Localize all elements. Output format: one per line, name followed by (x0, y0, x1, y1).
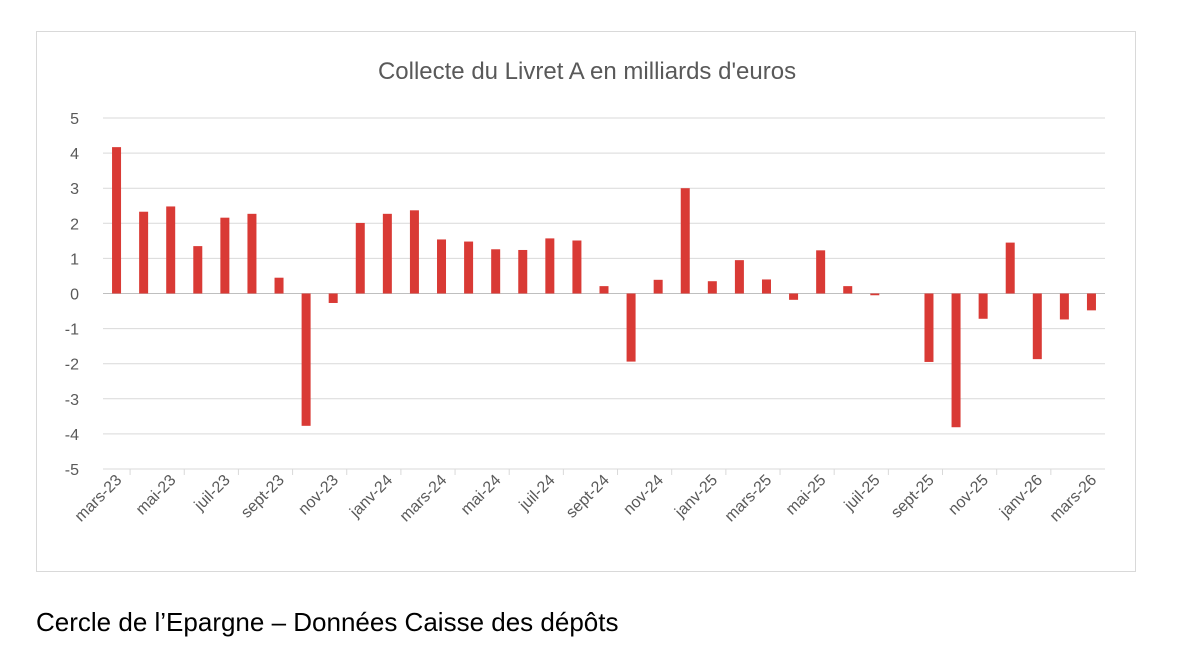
chart-title: Collecte du Livret A en milliards d'euro… (378, 58, 796, 85)
bar-juil-24 (545, 238, 555, 294)
bar-déc-25 (1005, 242, 1015, 294)
y-axis-ticks: 5 4 3 2 1 0 -1 -2 -3 -4 -5 (65, 111, 79, 479)
y-tick-label: 2 (70, 216, 79, 233)
x-tick-label: mai-25 (783, 472, 830, 519)
x-tick-label: juil-24 (516, 472, 559, 515)
y-tick-label: 1 (70, 251, 79, 268)
bar-août-23 (247, 213, 257, 294)
bar-mai-25 (816, 250, 826, 294)
bar-oct-23 (301, 293, 311, 426)
y-tick-label: -1 (65, 322, 79, 339)
x-tick-label: nov-23 (295, 472, 342, 519)
bar-mars-26 (1086, 293, 1096, 311)
bar-juin-25 (843, 286, 853, 294)
y-tick-label: 0 (70, 287, 79, 304)
x-tick-label: mars-26 (1047, 472, 1101, 526)
y-tick-label: 5 (70, 111, 79, 128)
bar-févr-26 (1059, 293, 1069, 320)
x-tick-label: nov-25 (945, 472, 992, 519)
bar-juil-23 (220, 217, 230, 294)
bar-déc-24 (680, 188, 690, 294)
y-tick-label: 4 (70, 146, 79, 163)
bar-mars-23 (112, 147, 122, 294)
x-tick-label: janv-24 (346, 472, 396, 522)
x-tick-label: mai-24 (458, 472, 505, 519)
bar-avr-25 (789, 293, 799, 300)
y-tick-label: -3 (65, 392, 79, 409)
x-tick-label: mai-23 (133, 472, 180, 519)
bar-nov-24 (653, 279, 663, 294)
bar-avr-24 (464, 241, 474, 294)
x-tick-label: sept-25 (888, 472, 938, 522)
x-tick-label: juil-23 (191, 472, 234, 515)
bar-mai-23 (166, 206, 176, 294)
bar-févr-25 (734, 260, 744, 294)
bar-janv-26 (1032, 293, 1042, 360)
bar-janv-25 (707, 281, 717, 294)
bar-avr-23 (139, 211, 149, 294)
bar-juil-25 (870, 293, 880, 296)
x-tick-label: nov-24 (620, 472, 667, 519)
y-tick-label: -2 (65, 357, 79, 374)
chart-frame: Collecte du Livret A en milliards d'euro… (36, 31, 1136, 572)
bar-janv-24 (382, 213, 392, 294)
x-tick-label: mars-23 (72, 472, 126, 526)
x-tick-label: janv-26 (996, 472, 1046, 522)
bar-sept-23 (274, 277, 284, 294)
bar-oct-24 (626, 293, 636, 362)
y-tick-label: -4 (65, 427, 79, 444)
x-tick-label: janv-25 (671, 472, 721, 522)
bar-mars-25 (761, 279, 771, 294)
bar-oct-25 (951, 293, 961, 428)
bar-août-24 (572, 240, 582, 294)
bar-févr-24 (409, 210, 419, 294)
bar-chart: Collecte du Livret A en milliards d'euro… (65, 58, 1105, 526)
bar-nov-23 (328, 293, 338, 303)
source-caption: Cercle de l’Epargne – Données Caisse des… (36, 607, 619, 637)
bar-sept-24 (599, 286, 609, 294)
x-axis-ticks: mars-23 mai-23 juil-23 sept-23 nov-23 janv-24… (72, 469, 1101, 526)
y-tick-label: 3 (70, 181, 79, 198)
bar-déc-23 (355, 222, 365, 294)
bar-mars-24 (437, 239, 447, 294)
bar-juin-23 (193, 246, 203, 294)
x-tick-label: sept-23 (238, 472, 288, 522)
x-tick-label: mars-24 (397, 472, 451, 526)
bar-sept-25 (924, 293, 934, 362)
bars (112, 147, 1096, 428)
bar-mai-24 (491, 249, 501, 294)
y-tick-label: -5 (65, 462, 79, 479)
bar-juin-24 (518, 249, 528, 294)
bar-nov-25 (978, 293, 988, 319)
x-tick-label: sept-24 (563, 472, 613, 522)
x-tick-label: juil-25 (841, 472, 884, 515)
x-tick-label: mars-25 (722, 472, 776, 526)
